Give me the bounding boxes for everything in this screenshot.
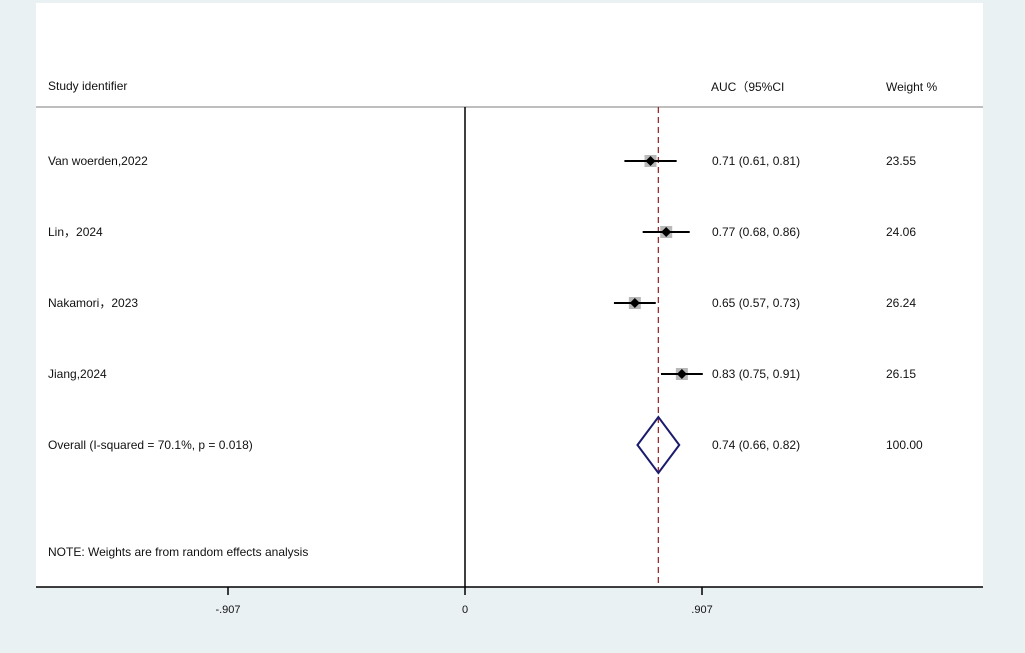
study-label: Lin，2024 [48, 225, 103, 239]
overall-diamond [636, 415, 681, 475]
study-rows: Van woerden,2022 0.71 (0.61, 0.81) 23.55 Li… [48, 154, 923, 475]
ci-text: 0.83 (0.75, 0.91) [712, 367, 800, 381]
weight-value: 24.06 [886, 225, 916, 239]
ci-text: 0.71 (0.61, 0.81) [712, 154, 800, 168]
study-row: Jiang,2024 0.83 (0.75, 0.91) 26.15 [48, 367, 916, 381]
overall-weight: 100.00 [886, 438, 923, 452]
header-weight: Weight % [886, 80, 937, 94]
header-auc-ci: AUC（95%CI [711, 80, 784, 94]
study-row: Lin，2024 0.77 (0.68, 0.86) 24.06 [48, 225, 916, 239]
weight-value: 26.24 [886, 296, 916, 310]
note-text: NOTE: Weights are from random effects an… [48, 545, 308, 559]
study-row: Nakamori，2023 0.65 (0.57, 0.73) 26.24 [48, 296, 916, 310]
weight-value: 26.15 [886, 367, 916, 381]
point-estimate [629, 298, 640, 308]
x-axis-ticks: -.907 0 .907 [215, 587, 713, 616]
point-estimate [676, 369, 687, 379]
study-row: Van woerden,2022 0.71 (0.61, 0.81) 23.55 [48, 154, 916, 168]
bottom-strip [36, 587, 983, 649]
header-study-identifier: Study identifier [48, 79, 127, 93]
x-tick-label: -.907 [215, 604, 240, 616]
overall-ci-text: 0.74 (0.66, 0.82) [712, 438, 800, 452]
plot-panel [36, 3, 983, 649]
x-tick-label: 0 [462, 604, 468, 616]
study-label: Jiang,2024 [48, 367, 107, 381]
x-tick-label: .907 [691, 604, 712, 616]
weight-value: 23.55 [886, 154, 916, 168]
study-label: Van woerden,2022 [48, 154, 148, 168]
point-estimate [645, 156, 656, 166]
overall-row: Overall (I-squared = 70.1%, p = 0.018) 0.… [48, 415, 923, 475]
ci-text: 0.77 (0.68, 0.86) [712, 225, 800, 239]
point-estimate [661, 227, 672, 237]
overall-label: Overall (I-squared = 70.1%, p = 0.018) [48, 438, 253, 452]
study-label: Nakamori，2023 [48, 296, 138, 310]
ci-text: 0.65 (0.57, 0.73) [712, 296, 800, 310]
